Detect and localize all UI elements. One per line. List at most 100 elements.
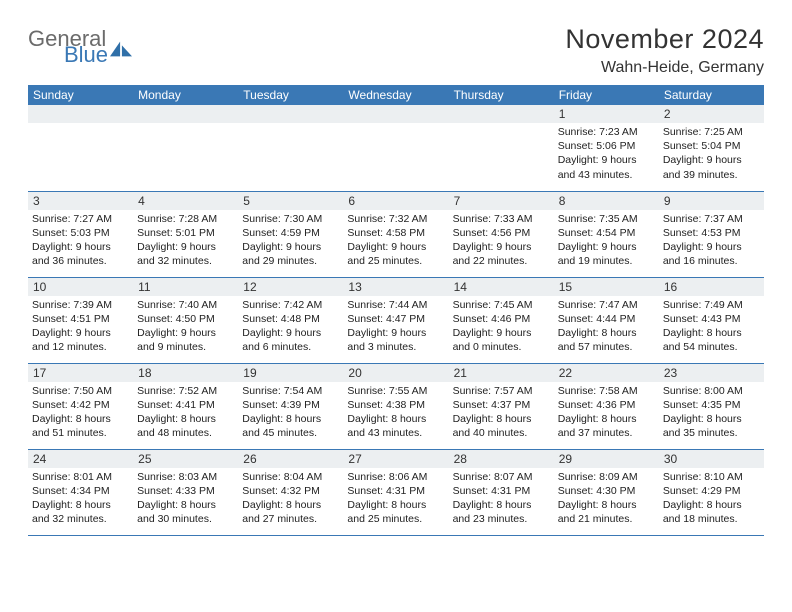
day-details: Sunrise: 7:33 AMSunset: 4:56 PMDaylight:…: [449, 210, 554, 273]
sunset-text: Sunset: 4:34 PM: [32, 484, 129, 498]
daylight-line1: Daylight: 8 hours: [453, 498, 550, 512]
calendar-cell: 7Sunrise: 7:33 AMSunset: 4:56 PMDaylight…: [449, 191, 554, 277]
calendar-cell: 11Sunrise: 7:40 AMSunset: 4:50 PMDayligh…: [133, 277, 238, 363]
calendar-cell: 23Sunrise: 8:00 AMSunset: 4:35 PMDayligh…: [659, 363, 764, 449]
daylight-line1: Daylight: 9 hours: [32, 326, 129, 340]
logo-text: General Blue: [28, 28, 108, 66]
header: General Blue November 2024 Wahn-Heide, G…: [28, 24, 764, 77]
sunset-text: Sunset: 4:41 PM: [137, 398, 234, 412]
sunrise-text: Sunrise: 7:32 AM: [347, 212, 444, 226]
daylight-line2: and 35 minutes.: [663, 426, 760, 440]
sunrise-text: Sunrise: 7:25 AM: [663, 125, 760, 139]
day-details: Sunrise: 7:28 AMSunset: 5:01 PMDaylight:…: [133, 210, 238, 273]
sunrise-text: Sunrise: 7:58 AM: [558, 384, 655, 398]
page-title: November 2024: [565, 24, 764, 55]
day-number: 25: [133, 450, 238, 468]
sunrise-text: Sunrise: 7:33 AM: [453, 212, 550, 226]
daylight-line1: Daylight: 9 hours: [137, 240, 234, 254]
calendar-cell: 6Sunrise: 7:32 AMSunset: 4:58 PMDaylight…: [343, 191, 448, 277]
calendar-page: General Blue November 2024 Wahn-Heide, G…: [0, 0, 792, 560]
daylight-line1: Daylight: 8 hours: [663, 326, 760, 340]
day-number: 12: [238, 278, 343, 296]
sunrise-text: Sunrise: 7:57 AM: [453, 384, 550, 398]
daylight-line1: Daylight: 8 hours: [137, 498, 234, 512]
weekday-tue: Tuesday: [238, 85, 343, 105]
day-number: 13: [343, 278, 448, 296]
calendar-cell: 16Sunrise: 7:49 AMSunset: 4:43 PMDayligh…: [659, 277, 764, 363]
day-number: 29: [554, 450, 659, 468]
sunset-text: Sunset: 5:03 PM: [32, 226, 129, 240]
day-number: 9: [659, 192, 764, 210]
day-details: Sunrise: 7:57 AMSunset: 4:37 PMDaylight:…: [449, 382, 554, 445]
sunset-text: Sunset: 4:59 PM: [242, 226, 339, 240]
calendar-cell: 30Sunrise: 8:10 AMSunset: 4:29 PMDayligh…: [659, 449, 764, 535]
calendar-cell: [343, 105, 448, 191]
day-number: 7: [449, 192, 554, 210]
sunrise-text: Sunrise: 8:04 AM: [242, 470, 339, 484]
day-details: Sunrise: 7:30 AMSunset: 4:59 PMDaylight:…: [238, 210, 343, 273]
daylight-line2: and 16 minutes.: [663, 254, 760, 268]
day-details: Sunrise: 7:44 AMSunset: 4:47 PMDaylight:…: [343, 296, 448, 359]
sunrise-text: Sunrise: 7:37 AM: [663, 212, 760, 226]
sunset-text: Sunset: 4:42 PM: [32, 398, 129, 412]
logo-word-2: Blue: [64, 44, 108, 66]
sunset-text: Sunset: 4:33 PM: [137, 484, 234, 498]
sunset-text: Sunset: 4:38 PM: [347, 398, 444, 412]
day-number: 18: [133, 364, 238, 382]
sunset-text: Sunset: 5:04 PM: [663, 139, 760, 153]
sunset-text: Sunset: 4:31 PM: [347, 484, 444, 498]
day-details: Sunrise: 7:32 AMSunset: 4:58 PMDaylight:…: [343, 210, 448, 273]
sunrise-text: Sunrise: 7:55 AM: [347, 384, 444, 398]
daylight-line1: Daylight: 8 hours: [242, 412, 339, 426]
calendar-cell: [28, 105, 133, 191]
weekday-sun: Sunday: [28, 85, 133, 105]
calendar-cell: 8Sunrise: 7:35 AMSunset: 4:54 PMDaylight…: [554, 191, 659, 277]
sunset-text: Sunset: 4:31 PM: [453, 484, 550, 498]
daylight-line2: and 32 minutes.: [137, 254, 234, 268]
daylight-line1: Daylight: 9 hours: [453, 240, 550, 254]
daylight-line1: Daylight: 8 hours: [453, 412, 550, 426]
daylight-line1: Daylight: 8 hours: [32, 498, 129, 512]
day-number: 28: [449, 450, 554, 468]
calendar-cell: 28Sunrise: 8:07 AMSunset: 4:31 PMDayligh…: [449, 449, 554, 535]
day-details: Sunrise: 7:39 AMSunset: 4:51 PMDaylight:…: [28, 296, 133, 359]
sunrise-text: Sunrise: 7:45 AM: [453, 298, 550, 312]
sunrise-text: Sunrise: 8:01 AM: [32, 470, 129, 484]
sail-icon: [110, 41, 132, 57]
sunset-text: Sunset: 4:58 PM: [347, 226, 444, 240]
empty-daynum: [238, 105, 343, 123]
daylight-line1: Daylight: 9 hours: [32, 240, 129, 254]
daylight-line2: and 43 minutes.: [558, 168, 655, 182]
day-number: 6: [343, 192, 448, 210]
day-number: 26: [238, 450, 343, 468]
day-number: 14: [449, 278, 554, 296]
day-number: 21: [449, 364, 554, 382]
day-details: Sunrise: 8:09 AMSunset: 4:30 PMDaylight:…: [554, 468, 659, 531]
sunrise-text: Sunrise: 7:28 AM: [137, 212, 234, 226]
calendar-week: 3Sunrise: 7:27 AMSunset: 5:03 PMDaylight…: [28, 191, 764, 277]
sunset-text: Sunset: 4:32 PM: [242, 484, 339, 498]
sunset-text: Sunset: 4:56 PM: [453, 226, 550, 240]
calendar-cell: 19Sunrise: 7:54 AMSunset: 4:39 PMDayligh…: [238, 363, 343, 449]
daylight-line2: and 22 minutes.: [453, 254, 550, 268]
weekday-thu: Thursday: [449, 85, 554, 105]
daylight-line1: Daylight: 8 hours: [558, 412, 655, 426]
daylight-line1: Daylight: 9 hours: [242, 326, 339, 340]
sunset-text: Sunset: 4:29 PM: [663, 484, 760, 498]
day-number: 2: [659, 105, 764, 123]
sunset-text: Sunset: 5:01 PM: [137, 226, 234, 240]
day-details: Sunrise: 7:37 AMSunset: 4:53 PMDaylight:…: [659, 210, 764, 273]
day-details: Sunrise: 7:27 AMSunset: 5:03 PMDaylight:…: [28, 210, 133, 273]
day-details: Sunrise: 7:35 AMSunset: 4:54 PMDaylight:…: [554, 210, 659, 273]
day-details: Sunrise: 8:10 AMSunset: 4:29 PMDaylight:…: [659, 468, 764, 531]
sunrise-text: Sunrise: 7:47 AM: [558, 298, 655, 312]
calendar-cell: [133, 105, 238, 191]
daylight-line2: and 18 minutes.: [663, 512, 760, 526]
day-details: Sunrise: 7:54 AMSunset: 4:39 PMDaylight:…: [238, 382, 343, 445]
day-number: 10: [28, 278, 133, 296]
calendar-cell: 2Sunrise: 7:25 AMSunset: 5:04 PMDaylight…: [659, 105, 764, 191]
daylight-line2: and 43 minutes.: [347, 426, 444, 440]
daylight-line1: Daylight: 9 hours: [347, 326, 444, 340]
calendar-week: 1Sunrise: 7:23 AMSunset: 5:06 PMDaylight…: [28, 105, 764, 191]
sunset-text: Sunset: 4:51 PM: [32, 312, 129, 326]
